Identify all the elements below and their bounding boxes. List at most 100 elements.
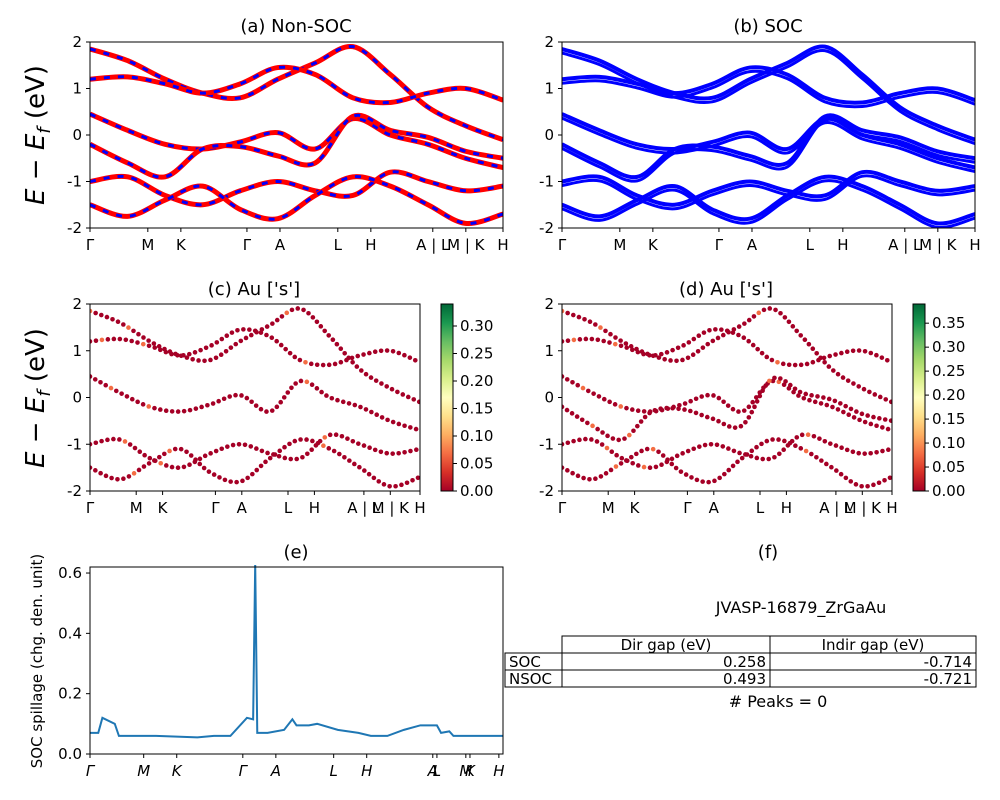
band-point — [90, 339, 93, 344]
band-point — [175, 409, 181, 414]
band-line-red — [90, 112, 503, 180]
band-point — [750, 399, 756, 405]
band-point — [699, 394, 705, 399]
xtick-label: M — [130, 499, 143, 517]
band-point — [93, 440, 99, 446]
band-point — [369, 409, 374, 415]
band-point — [181, 464, 187, 470]
xtick-label: A — [709, 499, 720, 517]
xtick-label: Γ — [715, 236, 724, 254]
band-point — [702, 442, 708, 448]
band-point — [396, 350, 402, 356]
band-point — [326, 333, 332, 338]
band-point — [619, 455, 625, 461]
band-line — [562, 113, 975, 180]
band-point — [821, 355, 827, 361]
band-point — [844, 447, 850, 453]
ytick-label: 1 — [72, 342, 82, 360]
band-point — [792, 362, 798, 368]
band-point — [412, 357, 418, 363]
band-point — [306, 310, 311, 316]
band-point — [593, 322, 598, 327]
xtick-label: L — [756, 499, 765, 517]
xtick-label: H — [414, 499, 425, 517]
band-point — [570, 379, 575, 385]
band-point — [562, 404, 565, 410]
band-point — [859, 411, 865, 417]
band-point — [265, 450, 270, 456]
band-point — [287, 441, 292, 447]
band-point — [318, 324, 324, 329]
band-point — [345, 436, 350, 441]
xtick-label: M | K — [844, 499, 883, 517]
band-point — [111, 436, 116, 442]
xtick-label: A | L — [819, 499, 853, 517]
band-point — [247, 327, 252, 332]
xtick-label: L — [433, 762, 441, 780]
band-point — [339, 433, 345, 439]
band-point — [241, 327, 246, 332]
band-point — [608, 467, 614, 473]
ytick-label: 2 — [544, 33, 554, 51]
band-point — [202, 453, 208, 459]
band-point — [374, 412, 380, 418]
band-point — [282, 455, 288, 461]
band-line — [562, 112, 975, 170]
band-point — [282, 444, 287, 450]
band-point — [763, 383, 768, 388]
band-point — [163, 349, 169, 355]
band-point — [880, 425, 885, 430]
band-point — [614, 452, 619, 458]
band-point — [754, 455, 760, 461]
band-point — [350, 438, 356, 444]
band-point — [688, 408, 693, 414]
band-point — [790, 324, 796, 329]
band-point — [565, 338, 571, 343]
band-point — [848, 406, 854, 412]
band-point — [580, 385, 586, 391]
colorbar-tick-label: 0.15 — [932, 410, 965, 428]
band-point — [335, 397, 340, 403]
band-point — [172, 446, 178, 452]
band-point — [854, 409, 859, 414]
table-row-soc-label: SOC — [509, 653, 541, 671]
band-point — [252, 328, 258, 334]
band-point — [669, 456, 675, 462]
band-point — [826, 364, 832, 369]
band-point — [601, 338, 606, 344]
band-point — [305, 451, 310, 457]
band-point — [119, 391, 124, 396]
band-point — [372, 447, 378, 453]
band-point — [828, 441, 833, 446]
band-point — [576, 314, 582, 320]
colorbar-tick-label: 0.05 — [932, 458, 965, 476]
xtick-label: Γ — [558, 499, 567, 517]
band-point — [137, 449, 143, 454]
band-point — [716, 418, 721, 424]
band-point — [624, 458, 629, 463]
band-point — [258, 406, 264, 412]
band-point — [682, 407, 687, 412]
band-point — [773, 307, 778, 313]
band-point — [877, 416, 882, 421]
band-point — [577, 437, 582, 443]
band-point — [831, 368, 836, 373]
band-point — [99, 312, 104, 318]
band-point — [618, 338, 623, 343]
panel-a-plot: -2 -1 0 1 2 Γ M K Γ A L H A | LM | K H — [67, 33, 509, 254]
band-point — [882, 477, 887, 483]
band-point — [258, 330, 264, 335]
panel-e-title: (e) — [283, 542, 308, 563]
xtick-label: M | K — [372, 499, 411, 517]
band-point — [309, 382, 315, 388]
band-point — [322, 328, 328, 334]
band-point — [111, 336, 117, 342]
band-point — [264, 409, 269, 414]
band-point — [211, 472, 217, 477]
xtick-label: H — [309, 499, 320, 517]
band-point — [175, 465, 181, 470]
band-point — [253, 403, 259, 408]
band-point — [585, 388, 591, 394]
band-point — [725, 403, 731, 408]
band-point — [326, 362, 332, 368]
